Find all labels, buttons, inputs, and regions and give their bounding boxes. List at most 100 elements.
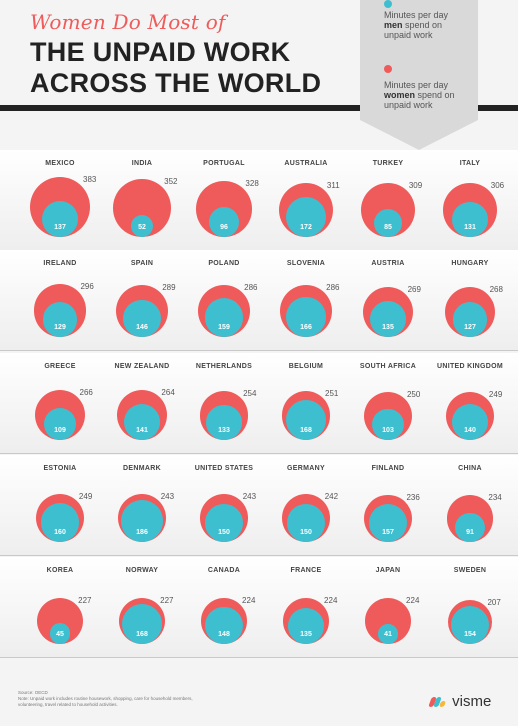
men-value-label: 45: [56, 631, 64, 638]
country-cell: ITALY 306 131: [429, 150, 511, 250]
country-name: SLOVENIA: [286, 260, 326, 267]
country-cell: GREECE 266 109: [19, 353, 101, 453]
title-rule: [0, 105, 518, 111]
men-value-label: 127: [464, 324, 476, 331]
men-bubble: [49, 623, 71, 644]
source-text: Source: OECD: [18, 690, 48, 695]
men-value-label: 159: [218, 324, 230, 331]
women-value-label: 251: [325, 389, 339, 399]
men-value-label: 109: [54, 427, 66, 434]
men-value-label: 150: [218, 529, 230, 536]
country-name: BELGIUM: [288, 363, 324, 370]
men-value-label: 103: [382, 427, 394, 434]
women-value-label: 264: [161, 388, 175, 398]
country-name: IRELAND: [43, 260, 77, 267]
country-row: IRELAND 296 129 SPAIN 289 146 POLAND 286 159 SLOV…: [0, 250, 518, 351]
men-value-label: 52: [138, 224, 146, 231]
women-value-label: 286: [244, 283, 258, 293]
page-title-line-1: THE UNPAID WORK: [30, 37, 291, 67]
country-name: CHINA: [458, 465, 482, 472]
men-bubble: [123, 403, 161, 440]
country-cell: AUSTRALIA 311 172: [265, 150, 347, 250]
men-bubble: [452, 302, 488, 337]
women-value-label: 234: [488, 493, 502, 503]
legend-women-text: Minutes per day women spend on unpaid wo…: [384, 80, 455, 110]
men-value-label: 91: [466, 529, 474, 536]
women-value-label: 289: [162, 282, 176, 292]
legend-men-text: Minutes per day men spend on unpaid work: [384, 10, 449, 40]
country-name: NORWAY: [125, 567, 159, 574]
men-bubble: [42, 302, 78, 337]
men-bubble: [286, 297, 326, 337]
row-divider: [0, 350, 518, 351]
country-name: GERMANY: [287, 465, 325, 472]
row-divider: [0, 453, 518, 454]
women-value-label: 269: [407, 284, 421, 294]
men-bubble: [205, 504, 243, 542]
men-value-label: 168: [300, 427, 312, 434]
men-bubble: [42, 201, 78, 237]
country-cell: AUSTRIA 269 135: [347, 250, 429, 350]
men-bubble: [452, 201, 488, 237]
country-name: ESTONIA: [43, 465, 77, 472]
country-name: AUSTRALIA: [284, 160, 328, 167]
men-bubble: [130, 214, 154, 237]
country-name: UNITED KINGDOM: [436, 363, 504, 370]
country-name: FINLAND: [371, 465, 405, 472]
country-cell: GERMANY 242 150: [265, 455, 347, 555]
men-value-label: 186: [136, 529, 148, 536]
men-bubble: [40, 503, 80, 542]
women-value-label: 352: [164, 177, 178, 187]
country-name: JAPAN: [375, 567, 401, 574]
men-value-label: 133: [218, 427, 230, 434]
country-cell: CHINA 234 91: [429, 455, 511, 555]
country-cell: PORTUGAL 328 96: [183, 150, 265, 250]
country-row: GREECE 266 109 NEW ZEALAND 264 141 NETHERLANDS…: [0, 353, 518, 454]
women-value-label: 311: [326, 180, 340, 190]
country-row: ESTONIA 249 160 DENMARK 243 186 UNITED STATES 2…: [0, 455, 518, 556]
women-value-label: 254: [243, 389, 257, 399]
country-name: KOREA: [46, 567, 74, 574]
country-cell: SPAIN 289 146: [101, 250, 183, 350]
country-cell: UNITED KINGDOM 249 140: [429, 353, 511, 453]
men-value-label: 129: [54, 324, 66, 331]
men-bubble: [378, 624, 398, 644]
country-cell: HUNGARY 268 127: [429, 250, 511, 350]
men-bubble: [206, 404, 242, 440]
men-value-label: 135: [382, 324, 394, 331]
men-bubble: [123, 299, 161, 337]
country-cell: NEW ZEALAND 264 141: [101, 353, 183, 453]
men-bubble: [368, 503, 408, 542]
men-bubble: [451, 403, 489, 440]
country-cell: POLAND 286 159: [183, 250, 265, 350]
country-cell: ESTONIA 249 160: [19, 455, 101, 555]
men-bubble: [208, 206, 239, 237]
country-name: INDIA: [131, 160, 153, 167]
country-cell: IRELAND 296 129: [19, 250, 101, 350]
country-cell: KOREA 227 45: [19, 557, 101, 657]
women-value-label: 243: [242, 492, 257, 502]
country-cell: CANADA 224 148: [183, 557, 265, 657]
subtitle: Women Do Most of: [30, 10, 226, 34]
women-value-label: 236: [406, 492, 420, 502]
men-value-label: 41: [384, 631, 392, 638]
men-value-label: 157: [382, 529, 394, 536]
men-bubble: [450, 605, 489, 644]
women-value-label: 224: [242, 596, 256, 606]
men-value-label: 135: [300, 631, 312, 638]
men-value-label: 150: [300, 529, 312, 536]
row-background: [0, 250, 518, 350]
men-bubble: [286, 400, 326, 440]
country-name: NEW ZEALAND: [114, 363, 170, 370]
men-value-label: 141: [136, 427, 148, 434]
men-value-label: 96: [220, 224, 228, 231]
country-cell: DENMARK 243 186: [101, 455, 183, 555]
country-name: NETHERLANDS: [195, 363, 253, 370]
country-name: POLAND: [208, 260, 240, 267]
women-value-label: 249: [78, 491, 93, 501]
women-value-label: 328: [245, 179, 259, 189]
men-bubble: [121, 500, 163, 542]
country-cell: NORWAY 227 168: [101, 557, 183, 657]
visme-logo: visme: [428, 693, 491, 710]
